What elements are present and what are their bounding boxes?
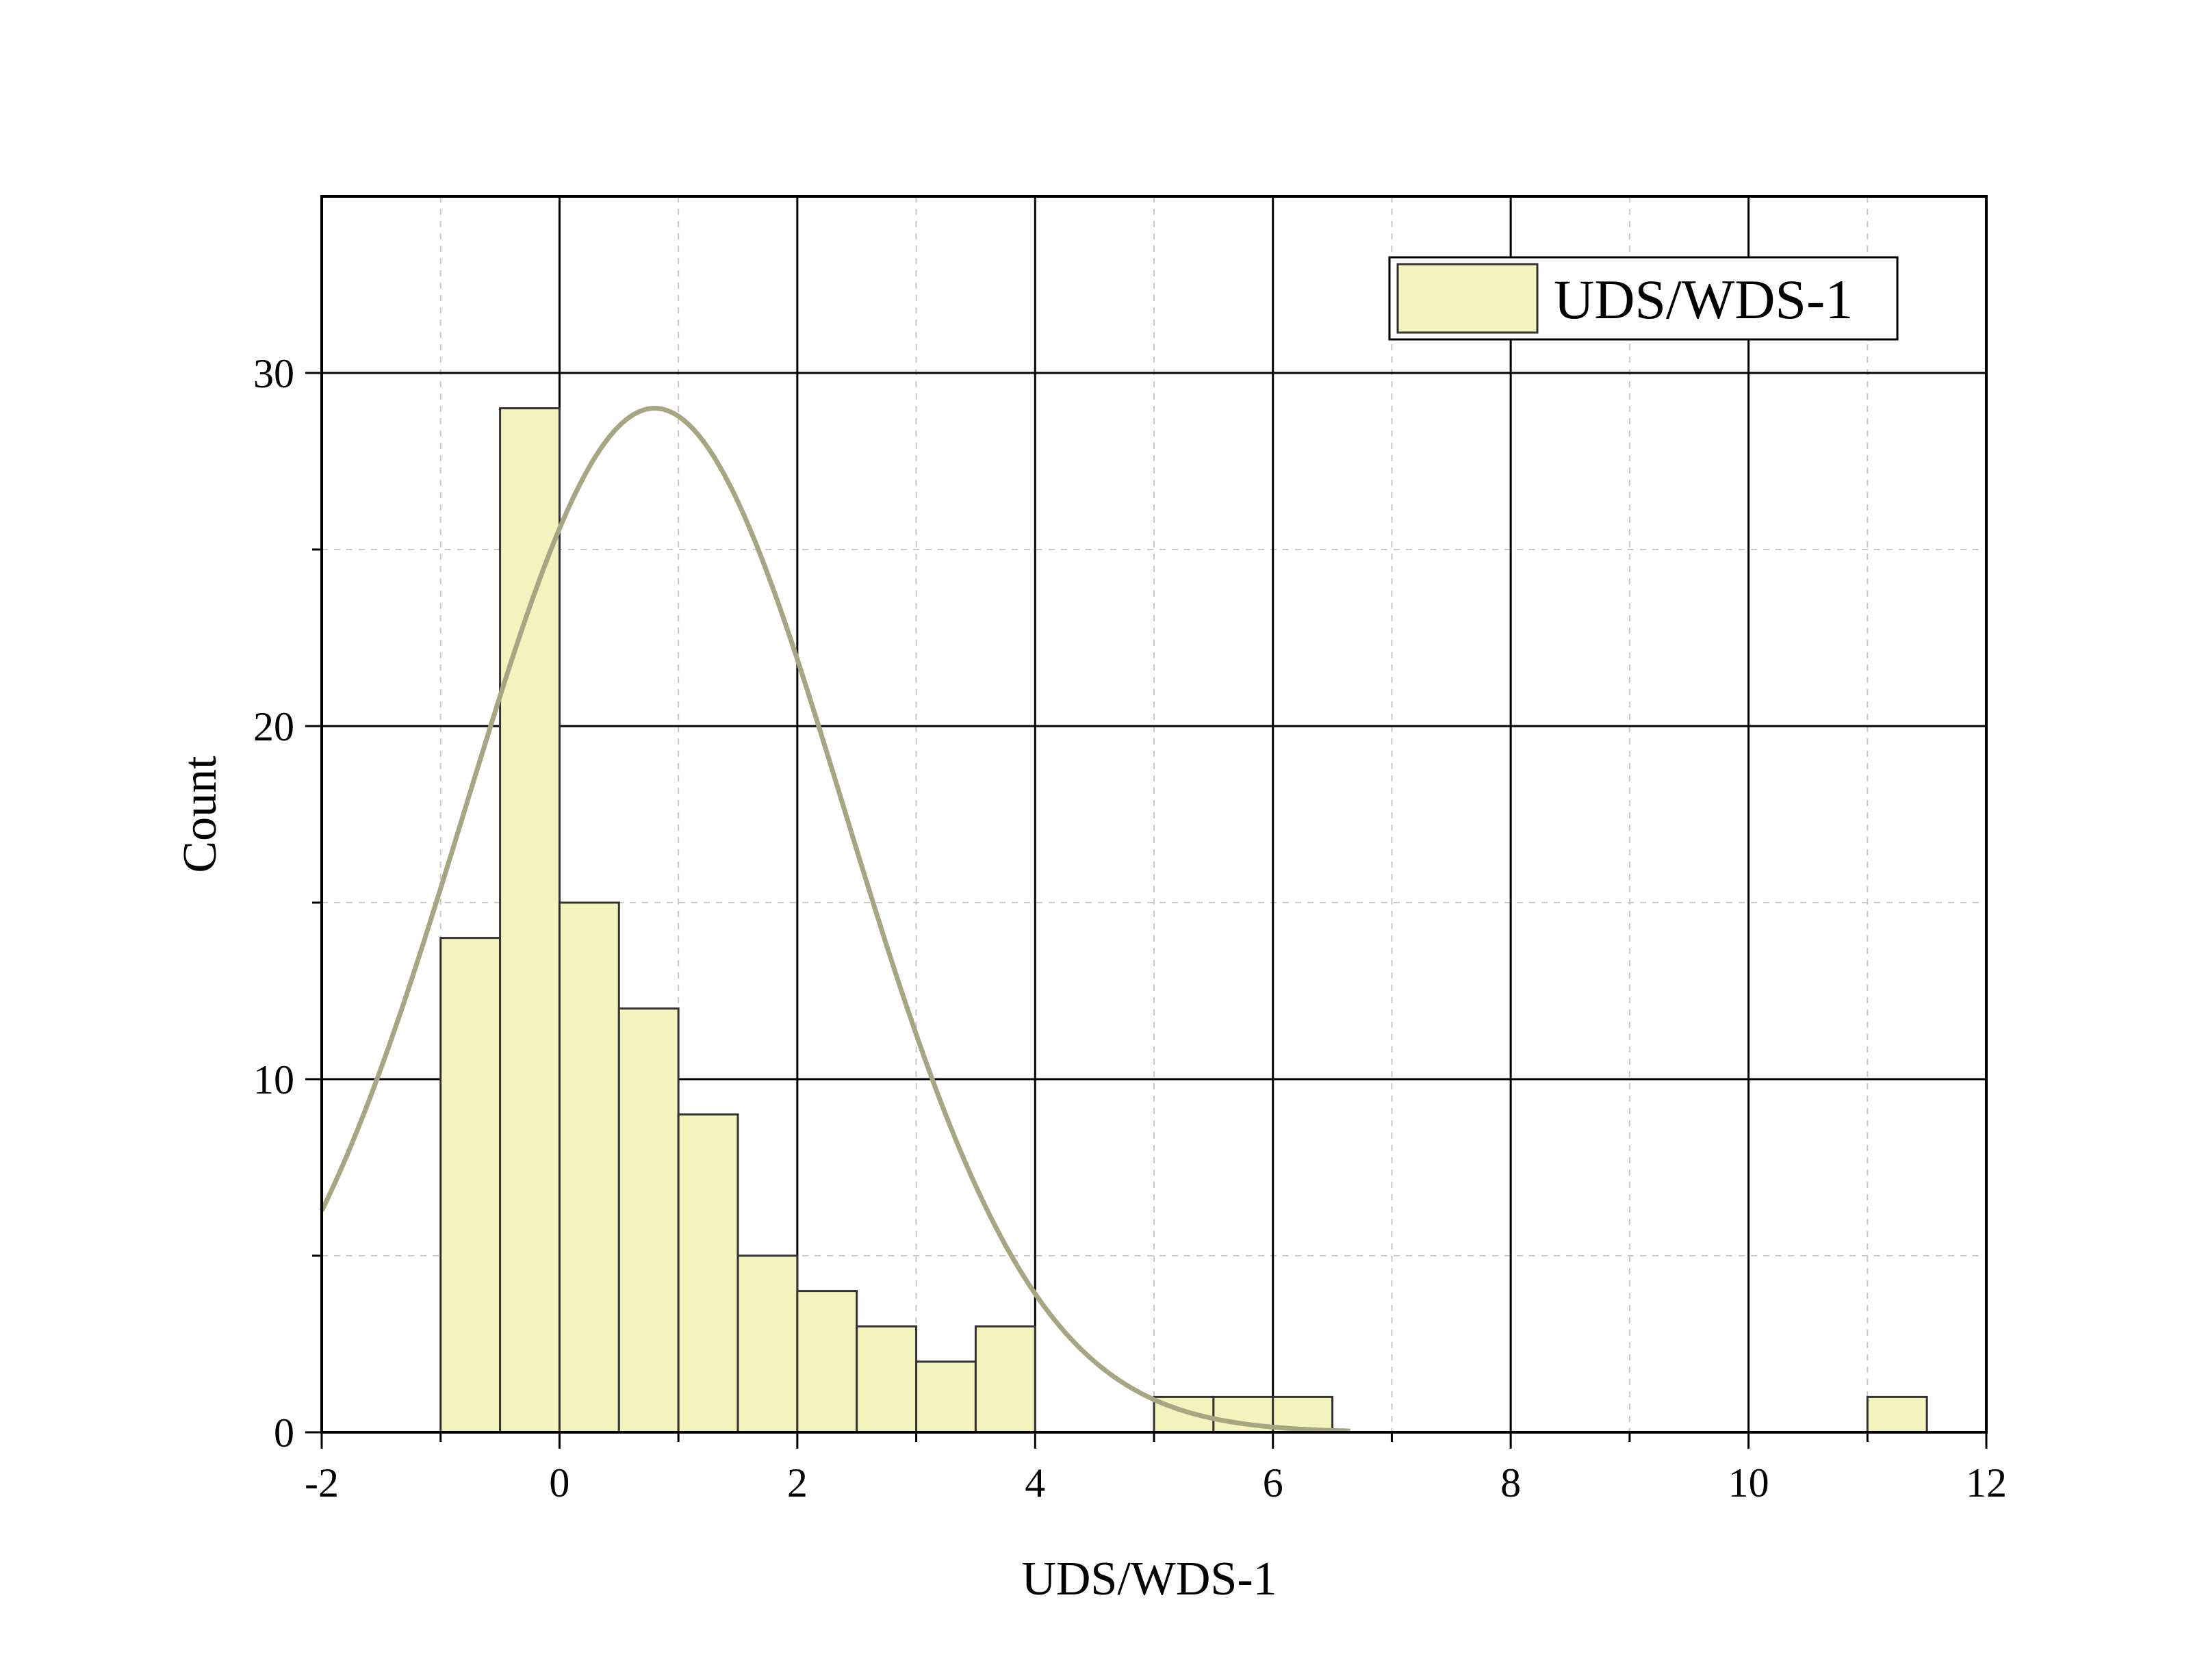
x-tick-label: 10 — [1728, 1460, 1769, 1505]
legend-swatch — [1396, 263, 1539, 334]
histogram-bar — [915, 1360, 977, 1434]
x-tick-label: 6 — [1263, 1460, 1283, 1505]
histogram-bar — [558, 901, 620, 1434]
histogram-bar — [974, 1325, 1036, 1434]
normal-fit-curve — [319, 406, 1350, 1434]
histogram-bar — [1866, 1395, 1928, 1434]
legend: UDS/WDS-1 — [1388, 256, 1899, 341]
y-tick-label: 10 — [253, 1057, 294, 1102]
x-tick-label: 8 — [1500, 1460, 1521, 1505]
x-tick-label: 0 — [549, 1460, 569, 1505]
legend-label: UDS/WDS-1 — [1554, 268, 1853, 331]
y-tick-label: 30 — [253, 351, 294, 396]
histogram-bar — [856, 1325, 918, 1434]
y-tick-label: 0 — [274, 1410, 294, 1456]
bar-layer — [439, 407, 1928, 1434]
y-axis-title: Count — [174, 755, 227, 873]
x-axis-title: UDS/WDS-1 — [1021, 1553, 1277, 1605]
histogram-bar — [796, 1290, 858, 1434]
x-tick-label: 4 — [1025, 1460, 1045, 1505]
y-tick-label: 20 — [253, 704, 294, 749]
histogram-bar — [617, 1007, 680, 1434]
x-tick-label: -2 — [305, 1460, 339, 1505]
histogram-bar — [736, 1254, 799, 1434]
histogram-bar — [439, 937, 502, 1434]
x-tick-label: 12 — [1966, 1460, 2007, 1505]
x-tick-label: 2 — [787, 1460, 808, 1505]
histogram-bar — [499, 407, 561, 1434]
histogram-bar — [677, 1113, 739, 1434]
curve-layer — [319, 406, 1350, 1434]
